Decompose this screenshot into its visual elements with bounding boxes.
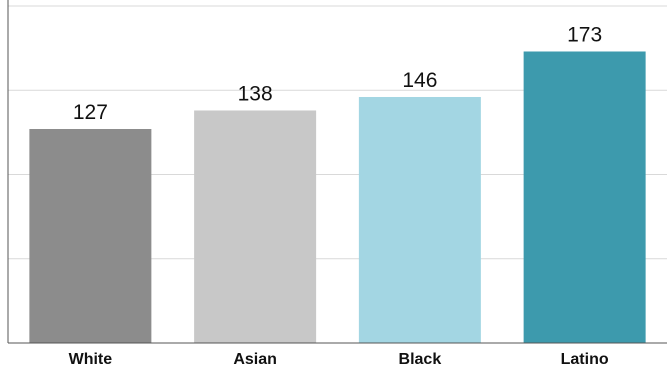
value-labels-group: 127 138 146 173 bbox=[73, 23, 602, 124]
category-labels-group: White Asian Black Latino bbox=[69, 351, 609, 368]
bars-group bbox=[29, 51, 646, 344]
value-label-latino: 173 bbox=[567, 23, 602, 46]
category-label-asian: Asian bbox=[233, 351, 277, 368]
value-label-black: 146 bbox=[402, 69, 437, 92]
bar-black bbox=[358, 96, 481, 344]
bar-latino bbox=[523, 51, 646, 344]
bar-asian bbox=[194, 110, 317, 343]
bar-white bbox=[29, 129, 152, 343]
category-label-black: Black bbox=[399, 351, 442, 368]
value-label-white: 127 bbox=[73, 101, 108, 124]
value-label-asian: 138 bbox=[238, 82, 273, 105]
category-label-white: White bbox=[69, 351, 113, 368]
category-label-latino: Latino bbox=[561, 351, 609, 368]
